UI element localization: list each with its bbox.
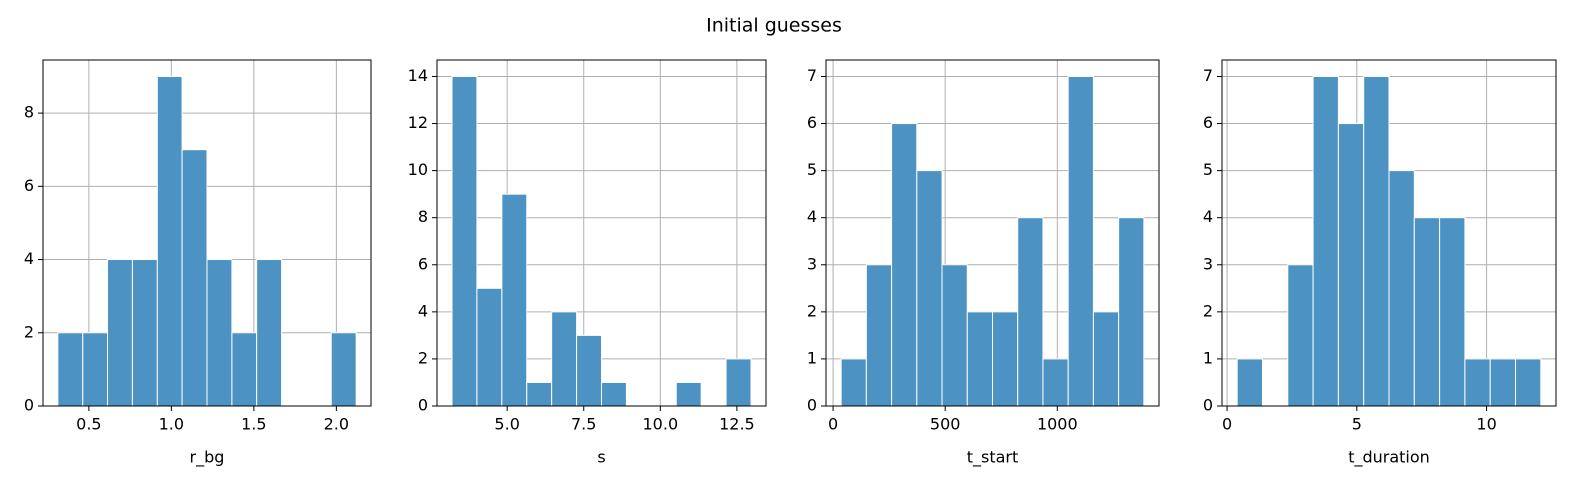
y-tick-label: 5	[807, 160, 817, 179]
bar	[330, 332, 357, 407]
bar	[576, 334, 603, 407]
bar	[206, 259, 233, 407]
bar	[107, 259, 133, 407]
bar	[82, 332, 109, 407]
y-tick-label: 3	[807, 254, 817, 273]
x-axis-label: r_bg	[190, 448, 225, 468]
y-tick-label: 1	[807, 348, 817, 367]
bar	[551, 311, 578, 407]
y-tick-label: 7	[1203, 66, 1213, 85]
x-tick-label: 12.5	[719, 415, 755, 434]
bar	[1118, 217, 1145, 407]
y-tick-label: 3	[1203, 254, 1213, 273]
x-tick-label: 0.5	[76, 415, 101, 434]
bar	[526, 381, 553, 407]
x-axis-label: t_duration	[1348, 448, 1430, 468]
y-tick-label: 12	[408, 113, 428, 132]
bar	[1092, 311, 1120, 407]
bar	[1042, 358, 1069, 407]
bar	[1236, 358, 1263, 407]
y-tick-label: 0	[807, 396, 817, 415]
y-tick-label: 0	[24, 396, 34, 415]
x-tick-label: 2.0	[324, 415, 349, 434]
bar	[992, 311, 1019, 407]
bar	[1363, 75, 1390, 407]
figure-title: Initial guesses	[706, 15, 842, 37]
subplot: 0 2 4 6 8 10 12 14 5.0 7.5 10.0 12.5 s	[408, 59, 767, 467]
bar	[1439, 217, 1466, 407]
y-tick-label: 4	[1203, 207, 1213, 226]
x-axis-label: t_start	[967, 448, 1019, 468]
x-tick-label: 1.5	[241, 415, 266, 434]
bar	[1515, 358, 1542, 407]
bar	[476, 287, 503, 407]
y-tick-label: 2	[24, 322, 34, 341]
axes-frame	[42, 59, 372, 407]
y-tick-label: 6	[807, 113, 817, 132]
bar	[181, 149, 208, 407]
bar	[231, 332, 258, 407]
y-tick-label: 2	[807, 301, 817, 320]
x-tick-label: 10.0	[643, 415, 679, 434]
x-tick-label: 1000	[1037, 415, 1078, 434]
y-tick-label: 6	[1203, 113, 1213, 132]
y-tick-label: 10	[408, 160, 428, 179]
x-tick-label: 5	[1352, 415, 1362, 434]
bar	[865, 264, 893, 407]
axes-frame	[436, 59, 767, 407]
bar	[256, 259, 283, 407]
bar	[916, 170, 943, 407]
y-tick-label: 6	[418, 254, 428, 273]
bar	[1464, 358, 1491, 407]
subplot: 0 1 2 3 4 5 6 7 0 500 1000 t_start	[807, 59, 1160, 468]
bar	[501, 193, 528, 407]
bar	[451, 75, 478, 407]
y-tick-label: 6	[24, 176, 34, 195]
bar	[1413, 217, 1441, 407]
x-tick-label: 0	[1222, 415, 1232, 434]
bar	[1287, 264, 1314, 407]
bar	[1337, 123, 1365, 407]
x-tick-label: 7.5	[571, 415, 596, 434]
bar	[1388, 170, 1415, 407]
y-tick-label: 0	[1203, 396, 1213, 415]
x-axis-label: s	[597, 448, 605, 467]
y-tick-label: 1	[1203, 348, 1213, 367]
bar	[966, 311, 993, 407]
x-tick-label: 0	[828, 415, 838, 434]
subplot: 0 2 4 6 8 0.5 1.0 1.5 2.0 r_bg	[24, 59, 372, 468]
bar	[1312, 75, 1339, 407]
y-tick-label: 8	[418, 207, 428, 226]
x-tick-label: 1.0	[159, 415, 184, 434]
y-tick-label: 2	[1203, 301, 1213, 320]
x-tick-label: 500	[930, 415, 961, 434]
bar	[601, 381, 627, 407]
y-tick-label: 4	[24, 249, 34, 268]
y-tick-label: 8	[24, 103, 34, 122]
y-tick-label: 2	[418, 348, 428, 367]
bar	[725, 358, 752, 407]
x-tick-label: 5.0	[494, 415, 519, 434]
y-tick-label: 14	[408, 66, 428, 85]
y-tick-label: 5	[1203, 160, 1213, 179]
axes-frame	[825, 59, 1160, 407]
y-tick-label: 7	[807, 66, 817, 85]
bar	[840, 358, 867, 407]
bar	[1017, 217, 1044, 407]
bar	[675, 381, 702, 407]
bar	[891, 123, 918, 407]
bar	[941, 264, 968, 407]
y-tick-label: 4	[418, 301, 428, 320]
bar	[156, 75, 183, 407]
y-tick-label: 4	[807, 207, 817, 226]
bar	[57, 332, 84, 407]
bar	[1067, 75, 1094, 407]
subplot: 0 1 2 3 4 5 6 7 0 5 10 t_duration	[1203, 59, 1557, 468]
bar	[131, 259, 158, 407]
x-tick-label: 10	[1476, 415, 1496, 434]
y-tick-label: 0	[418, 396, 428, 415]
axes-frame	[1221, 59, 1557, 407]
bar	[1489, 358, 1517, 407]
